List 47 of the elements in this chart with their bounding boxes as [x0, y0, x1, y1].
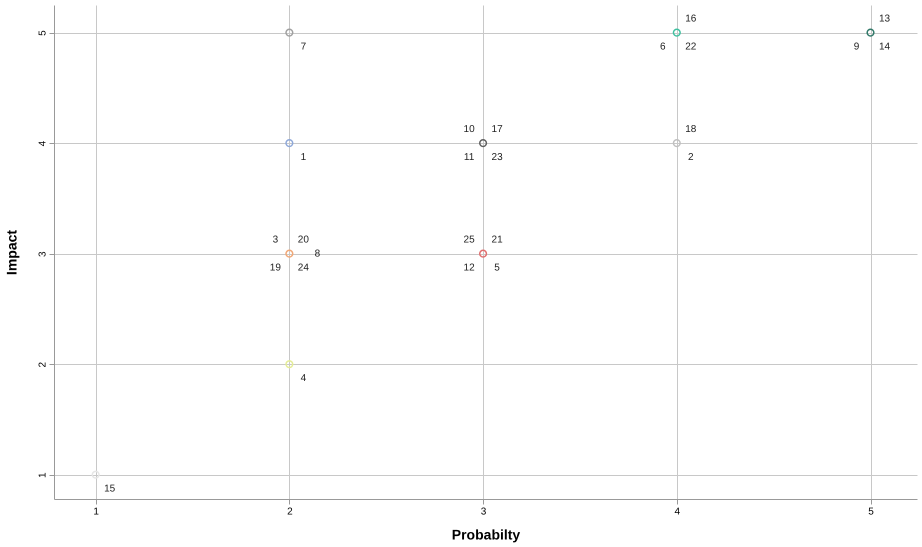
annotation: 1 [300, 152, 307, 164]
point [92, 470, 100, 479]
annotation: 20 [298, 234, 310, 246]
point [285, 139, 294, 148]
annotation: 4 [300, 373, 307, 384]
point [285, 360, 294, 368]
point [866, 28, 875, 37]
point [672, 28, 681, 37]
x-axis-title: Probabilty [452, 526, 520, 542]
y-tick-label: 5 [38, 30, 48, 36]
annotation: 11 [464, 152, 475, 164]
annotation: 18 [685, 124, 697, 136]
point [672, 139, 681, 148]
point [478, 250, 488, 258]
annotation: 14 [878, 42, 891, 53]
annotation: 10 [464, 124, 476, 136]
y-axis-title: Impact [4, 230, 20, 276]
annotation: 21 [492, 234, 504, 246]
annotation: 9 [854, 42, 860, 53]
y-tick-label: 1 [38, 472, 48, 478]
x-tick-label: 2 [287, 506, 294, 518]
point [285, 250, 294, 258]
annotation: 7 [300, 42, 307, 53]
annotation: 15 [104, 484, 116, 495]
annotation: 19 [270, 262, 282, 274]
annotation: 6 [660, 42, 666, 53]
annotation: 12 [464, 262, 476, 274]
annotation: 8 [314, 248, 321, 260]
x-tick-label: 5 [868, 506, 874, 518]
y-tick-label: 2 [38, 361, 48, 368]
annotation: 23 [492, 152, 504, 164]
point [478, 139, 488, 148]
x-tick-label: 1 [93, 506, 100, 518]
annotation: 16 [685, 14, 697, 25]
point [285, 28, 294, 37]
x-tick-label: 4 [674, 506, 681, 518]
y-tick-label: 4 [38, 140, 48, 146]
x-tick-label: 3 [480, 506, 487, 518]
annotation: 13 [878, 14, 891, 25]
annotation: 2 [688, 152, 694, 164]
annotation: 5 [494, 262, 500, 274]
annotation: 3 [272, 234, 279, 246]
annotation: 24 [298, 262, 310, 274]
annotation: 22 [685, 42, 697, 53]
y-tick-label: 3 [38, 250, 48, 257]
annotation: 25 [464, 234, 476, 246]
annotation: 17 [492, 124, 504, 136]
